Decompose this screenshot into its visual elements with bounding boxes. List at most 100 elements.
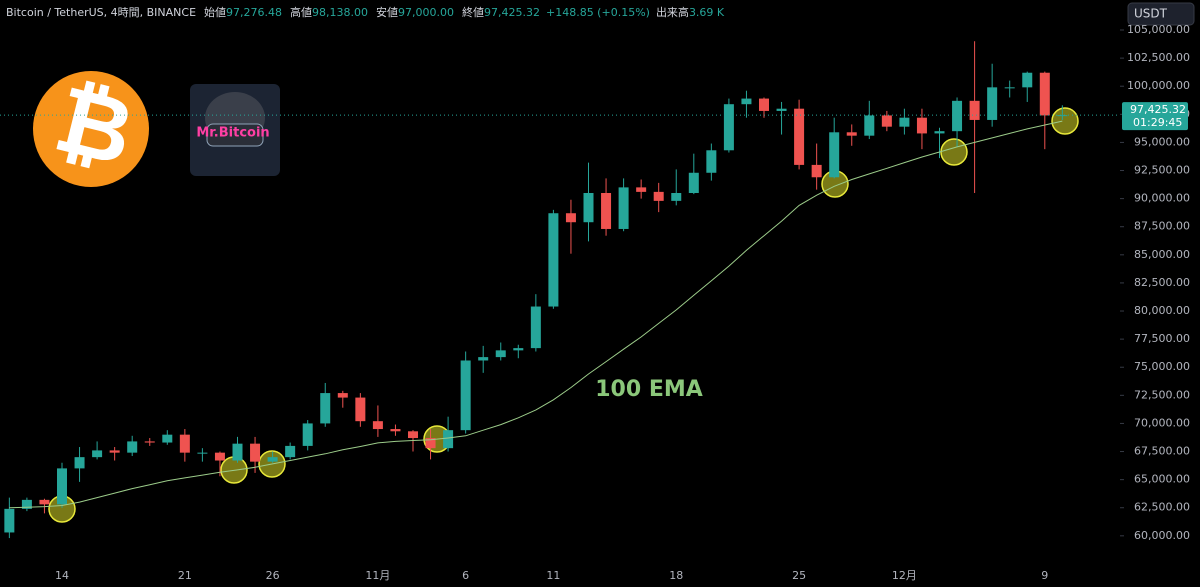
header-text: 98,138.00 [312,6,368,19]
candle-body [530,306,541,349]
candle-body [1039,72,1050,116]
y-tick-label: 82,500.00 [1134,276,1190,289]
header-text: 始値 [204,5,226,19]
y-tick-label: 85,000.00 [1134,248,1190,261]
y-tick-label: 67,500.00 [1134,445,1190,458]
y-tick-label: 105,000.00 [1127,23,1190,36]
y-tick-label: 92,500.00 [1134,164,1190,177]
candle-body [285,445,296,458]
candle-body [425,438,436,449]
candle-body [443,430,454,449]
candle-body [1022,72,1033,88]
candle-body [794,108,805,165]
countdown: 01:29:45 [1133,116,1182,129]
candle-body [811,164,822,178]
candle-body [495,350,506,358]
candle-body [267,457,278,462]
header-text: 3.69 K [689,6,725,19]
candle-body [864,115,875,136]
header-text: 出来高 [656,5,689,19]
x-tick-label: 6 [462,569,469,582]
header-text: 高値 [290,5,312,19]
candle-body [109,450,120,453]
candle-body [846,132,857,136]
y-tick-label: 87,500.00 [1134,220,1190,233]
candle-body [1004,87,1015,89]
candle-body [706,150,717,173]
y-tick-label: 60,000.00 [1134,529,1190,542]
candle-body [741,98,752,105]
x-tick-label: 21 [178,569,192,582]
y-tick-label: 95,000.00 [1134,135,1190,148]
highlight [1051,107,1079,135]
candle-body [969,100,980,120]
header-text: 97,000.00 [398,6,454,19]
candle-body [250,443,261,462]
candle-body [302,423,313,446]
x-tick-label: 11月 [365,569,390,582]
candle-body [1057,115,1068,117]
candle-body [408,431,418,439]
x-tick-label: 18 [669,569,683,582]
header-text: 安値 [376,5,398,19]
y-tick-label: 75,000.00 [1134,360,1190,373]
candle-body [881,115,892,127]
candle-body [688,172,699,193]
candle-body [355,397,366,422]
x-tick-label: 26 [266,569,280,582]
candle-body [478,357,489,361]
candle-body [671,192,682,201]
candle-body [197,452,208,454]
avatar-goggles [206,123,264,147]
y-tick-label: 65,000.00 [1134,473,1190,486]
candle-body [952,100,963,132]
candle-body [987,87,998,120]
bitcoin-logo: ₿ [33,65,149,187]
candle-body [934,131,945,134]
x-tick-label: 12月 [892,569,917,582]
y-tick-label: 77,500.00 [1134,332,1190,345]
candle-body [320,393,331,424]
header-text: 97,425.32 [484,6,540,19]
candle-body [899,117,910,127]
currency-label[interactable]: USDT [1134,7,1168,21]
candle-body [337,393,348,398]
candle-body [759,98,769,111]
y-tick-label: 70,000.00 [1134,416,1190,429]
ema-line [9,120,1063,509]
candle-body [390,429,401,432]
candle-body [916,117,927,134]
header-text: +148.85 (+0.15%) [546,6,650,19]
y-tick-label: 80,000.00 [1134,304,1190,317]
candle-body [636,187,647,192]
candle-body [179,434,190,453]
candle-body [39,499,50,505]
candle-body [74,457,85,469]
ema-annotation: 100 EMA [595,377,703,402]
candle-body [829,132,840,178]
candle-body [57,468,67,505]
candle-body [232,443,243,461]
y-tick-label: 100,000.00 [1127,79,1190,92]
candle-body [548,213,559,307]
header-text: Bitcoin / TetherUS, 4時間, BINANCE [6,6,196,19]
candle-body [4,508,15,533]
x-tick-label: 25 [792,569,806,582]
y-tick-label: 90,000.00 [1134,192,1190,205]
candle-body [372,421,383,430]
candle-body [565,213,576,223]
highlights [48,107,1079,523]
currency-button[interactable] [1127,2,1195,26]
candle-body [162,434,173,443]
header-text: 97,276.48 [226,6,282,19]
y-tick-label: 62,500.00 [1134,501,1190,514]
candle-body [21,499,32,509]
header-text: 終値 [462,5,484,19]
candle-body [618,187,629,229]
x-tick-label: 9 [1041,569,1048,582]
candle-body [653,191,664,201]
header: Bitcoin / TetherUS, 4時間, BINANCE 始値97,276… [6,5,725,19]
